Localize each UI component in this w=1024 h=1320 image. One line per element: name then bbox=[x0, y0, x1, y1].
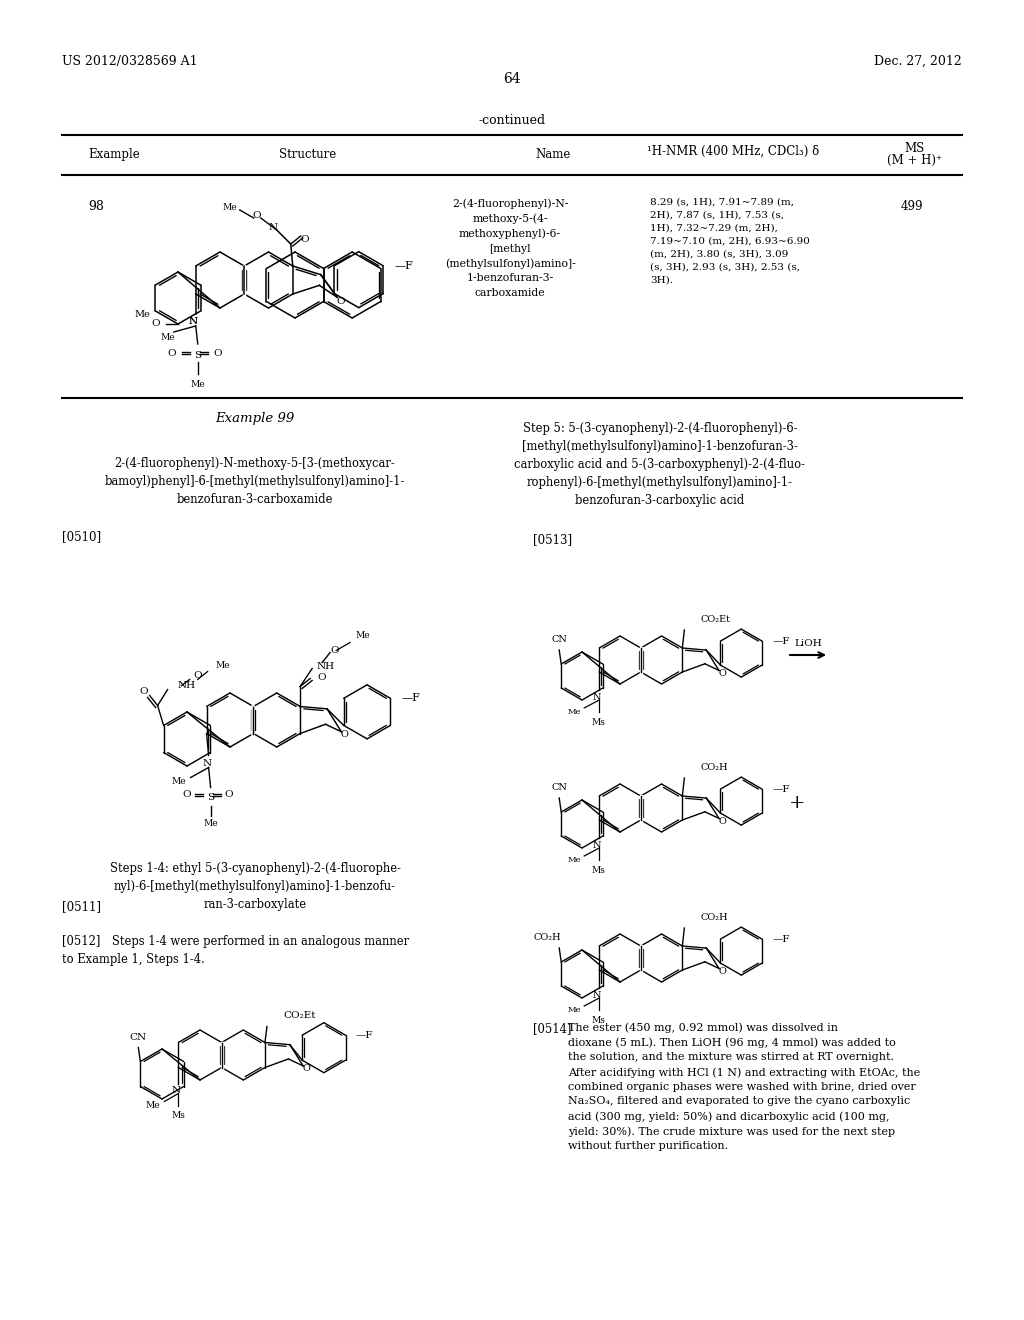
Text: Ms: Ms bbox=[591, 866, 605, 875]
Text: The ester (450 mg, 0.92 mmol) was dissolved in
dioxane (5 mL). Then LiOH (96 mg,: The ester (450 mg, 0.92 mmol) was dissol… bbox=[568, 1022, 921, 1151]
Text: Me: Me bbox=[567, 855, 582, 865]
Text: N: N bbox=[593, 841, 601, 850]
Text: Me: Me bbox=[190, 380, 205, 389]
Text: NH: NH bbox=[316, 663, 334, 671]
Text: O: O bbox=[340, 730, 348, 739]
Text: Me: Me bbox=[567, 708, 582, 715]
Text: —F: —F bbox=[395, 260, 414, 271]
Text: O: O bbox=[330, 645, 339, 655]
Text: CN: CN bbox=[551, 783, 567, 792]
Text: Me: Me bbox=[204, 820, 218, 829]
Text: Ms: Ms bbox=[171, 1111, 185, 1121]
Text: Me: Me bbox=[222, 203, 237, 213]
Text: Ms: Ms bbox=[591, 718, 605, 727]
Text: O: O bbox=[214, 348, 222, 358]
Text: Me: Me bbox=[567, 1006, 582, 1014]
Text: Name: Name bbox=[536, 148, 570, 161]
Text: LiOH: LiOH bbox=[795, 639, 822, 648]
Text: Example 99: Example 99 bbox=[215, 412, 295, 425]
Text: N: N bbox=[593, 693, 601, 701]
Text: O: O bbox=[194, 671, 202, 680]
Text: (M + H)⁺: (M + H)⁺ bbox=[888, 154, 942, 168]
Text: O: O bbox=[718, 669, 726, 678]
Text: [0513]: [0513] bbox=[534, 533, 572, 546]
Text: O: O bbox=[718, 817, 726, 826]
Text: N: N bbox=[188, 318, 198, 326]
Text: N: N bbox=[188, 318, 198, 326]
Text: S: S bbox=[195, 351, 202, 360]
Text: O: O bbox=[302, 1064, 310, 1073]
Text: [0510]: [0510] bbox=[62, 531, 101, 543]
Text: N: N bbox=[202, 759, 211, 768]
Text: Dec. 27, 2012: Dec. 27, 2012 bbox=[874, 55, 962, 69]
Text: Example: Example bbox=[88, 148, 139, 161]
Text: CN: CN bbox=[551, 635, 567, 644]
Text: O: O bbox=[718, 968, 726, 975]
Text: CO₂H: CO₂H bbox=[700, 913, 728, 921]
Text: O: O bbox=[152, 319, 161, 329]
Text: US 2012/0328569 A1: US 2012/0328569 A1 bbox=[62, 55, 198, 69]
Text: [0514]: [0514] bbox=[534, 1022, 571, 1035]
Text: 2-(4-fluorophenyl)-N-
methoxy-5-(4-
methoxyphenyl)-6-
[methyl
(methylsulfonyl)am: 2-(4-fluorophenyl)-N- methoxy-5-(4- meth… bbox=[444, 198, 575, 297]
Text: O: O bbox=[317, 673, 326, 682]
Text: O: O bbox=[224, 789, 233, 799]
Text: —F: —F bbox=[401, 693, 420, 704]
Text: Step 5: 5-(3-cyanophenyl)-2-(4-fluorophenyl)-6-
[methyl(methylsulfonyl)amino]-1-: Step 5: 5-(3-cyanophenyl)-2-(4-fluorophe… bbox=[514, 422, 806, 507]
Text: 8.29 (s, 1H), 7.91~7.89 (m,
2H), 7.87 (s, 1H), 7.53 (s,
1H), 7.32~7.29 (m, 2H),
: 8.29 (s, 1H), 7.91~7.89 (m, 2H), 7.87 (s… bbox=[650, 198, 810, 284]
Text: S: S bbox=[207, 793, 214, 803]
Text: 98: 98 bbox=[88, 201, 103, 213]
Text: [0512]  Steps 1-4 were performed in an analogous manner
to Example 1, Steps 1-4.: [0512] Steps 1-4 were performed in an an… bbox=[62, 935, 410, 966]
Text: Ms: Ms bbox=[591, 1016, 605, 1026]
Text: -continued: -continued bbox=[478, 114, 546, 127]
Text: CO₂Et: CO₂Et bbox=[283, 1011, 315, 1020]
Text: —F: —F bbox=[772, 636, 790, 645]
Text: O: O bbox=[139, 686, 147, 696]
Text: Me: Me bbox=[161, 334, 175, 342]
Text: N: N bbox=[268, 223, 278, 232]
Text: CO₂H: CO₂H bbox=[534, 933, 561, 942]
Text: O: O bbox=[253, 211, 261, 220]
Text: Me: Me bbox=[216, 660, 230, 669]
Text: —F: —F bbox=[355, 1031, 373, 1040]
Text: CO₂Et: CO₂Et bbox=[700, 615, 730, 624]
Text: 2-(4-fluorophenyl)-N-methoxy-5-[3-(methoxycar-
bamoyl)phenyl]-6-[methyl(methylsu: 2-(4-fluorophenyl)-N-methoxy-5-[3-(metho… bbox=[104, 457, 406, 506]
Text: CN: CN bbox=[130, 1032, 146, 1041]
Text: Steps 1-4: ethyl 5-(3-cyanophenyl)-2-(4-fluorophe-
nyl)-6-[methyl(methylsulfonyl: Steps 1-4: ethyl 5-(3-cyanophenyl)-2-(4-… bbox=[110, 862, 400, 911]
Text: CO₂H: CO₂H bbox=[700, 763, 728, 772]
Text: MS: MS bbox=[905, 143, 925, 154]
Text: O: O bbox=[167, 348, 176, 358]
Text: ¹H-NMR (400 MHz, CDCl₃) δ: ¹H-NMR (400 MHz, CDCl₃) δ bbox=[647, 145, 819, 158]
Text: Me: Me bbox=[145, 1101, 161, 1110]
Text: O: O bbox=[300, 235, 309, 243]
Text: NH: NH bbox=[177, 681, 196, 690]
Text: Structure: Structure bbox=[280, 148, 337, 161]
Text: O: O bbox=[336, 297, 344, 306]
Text: O: O bbox=[182, 789, 190, 799]
Text: —F: —F bbox=[772, 935, 790, 944]
Text: Me: Me bbox=[172, 777, 186, 785]
Text: 64: 64 bbox=[503, 73, 521, 86]
Text: [0511]: [0511] bbox=[62, 900, 101, 913]
Text: Me: Me bbox=[134, 310, 150, 319]
Text: 499: 499 bbox=[901, 201, 924, 213]
Text: N: N bbox=[172, 1086, 181, 1096]
Text: Me: Me bbox=[355, 631, 370, 640]
Text: N: N bbox=[593, 990, 601, 999]
Text: +: + bbox=[788, 795, 805, 812]
Text: —F: —F bbox=[772, 784, 790, 793]
